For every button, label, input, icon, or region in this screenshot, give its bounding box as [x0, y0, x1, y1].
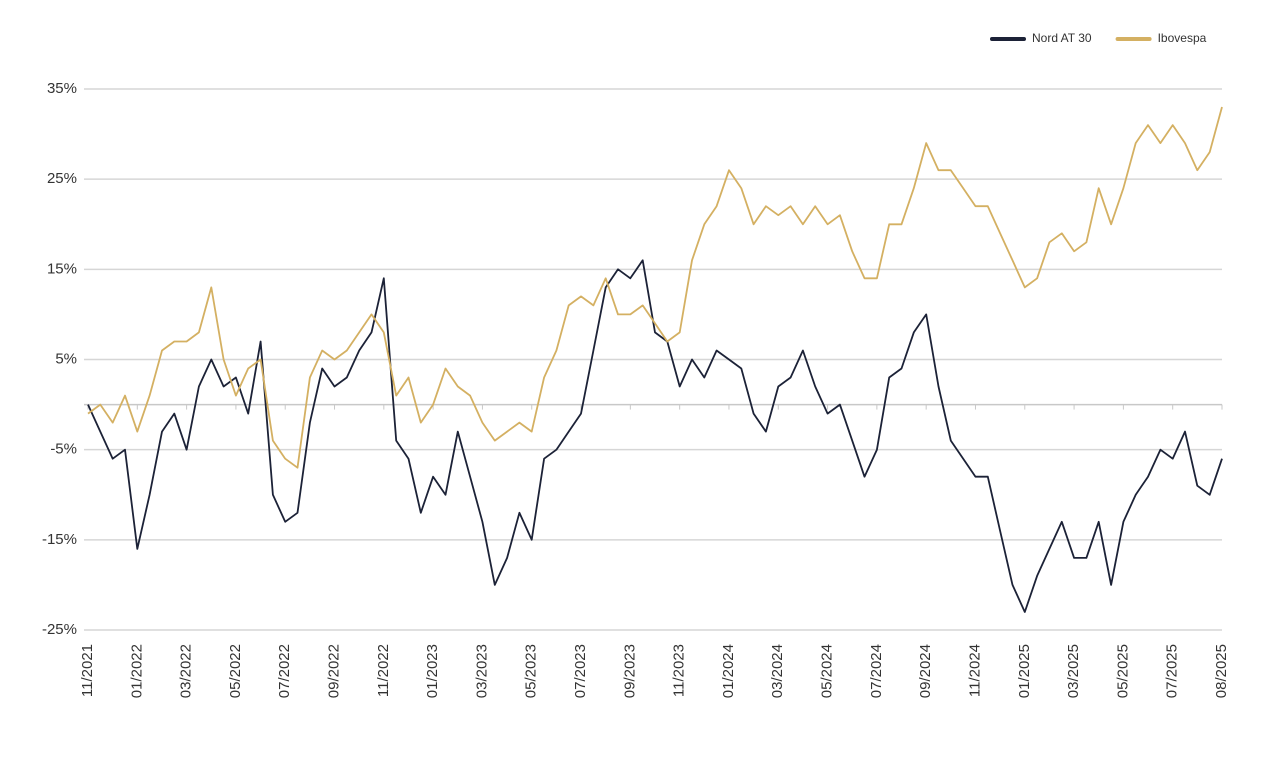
x-tick-label: 07/2025	[1164, 644, 1181, 698]
x-tick-label: 01/2022	[128, 644, 145, 698]
x-tick-label: 05/2024	[819, 644, 836, 698]
series-line	[87, 259, 1223, 613]
x-tick-label: 03/2023	[473, 644, 490, 698]
x-tick-label: 03/2024	[769, 644, 786, 698]
x-tick-label: 01/2024	[720, 644, 737, 698]
x-tick-label: 05/2025	[1114, 644, 1131, 698]
x-tick-label: 11/2023	[671, 644, 688, 697]
y-tick-label: 35%	[47, 80, 77, 97]
y-tick-label: -25%	[42, 621, 77, 638]
series-line	[87, 106, 1223, 469]
legend-label: Nord AT 30	[1032, 31, 1092, 45]
x-tick-label: 09/2024	[917, 644, 934, 698]
x-tick-label: 05/2023	[523, 644, 540, 698]
x-tick-label: 07/2022	[276, 644, 293, 698]
x-tick-label: 01/2023	[424, 644, 441, 698]
x-tick-label: 11/2022	[375, 644, 392, 697]
x-tick-label: 09/2022	[325, 644, 342, 698]
x-tick-label: 07/2023	[572, 644, 589, 698]
x-tick-label: 01/2025	[1016, 644, 1033, 698]
y-tick-label: 5%	[55, 350, 77, 367]
x-tick-label: 03/2025	[1065, 644, 1082, 698]
x-tick-label: 08/2025	[1213, 644, 1230, 698]
x-tick-label: 11/2021	[79, 644, 96, 697]
x-tick-label: 05/2022	[227, 644, 244, 698]
legend: Nord AT 30 Ibovespa	[990, 31, 1207, 45]
x-tick-label: 11/2024	[966, 644, 983, 697]
y-tick-label: -5%	[50, 441, 77, 458]
x-tick-label: 07/2024	[868, 644, 885, 698]
y-tick-label: 25%	[47, 170, 77, 187]
y-tick-label: -15%	[42, 531, 77, 548]
x-tick-label: 09/2023	[621, 644, 638, 698]
y-tick-label: 15%	[47, 260, 77, 277]
x-tick-label: 03/2022	[178, 644, 195, 698]
legend-label: Ibovespa	[1158, 31, 1207, 45]
